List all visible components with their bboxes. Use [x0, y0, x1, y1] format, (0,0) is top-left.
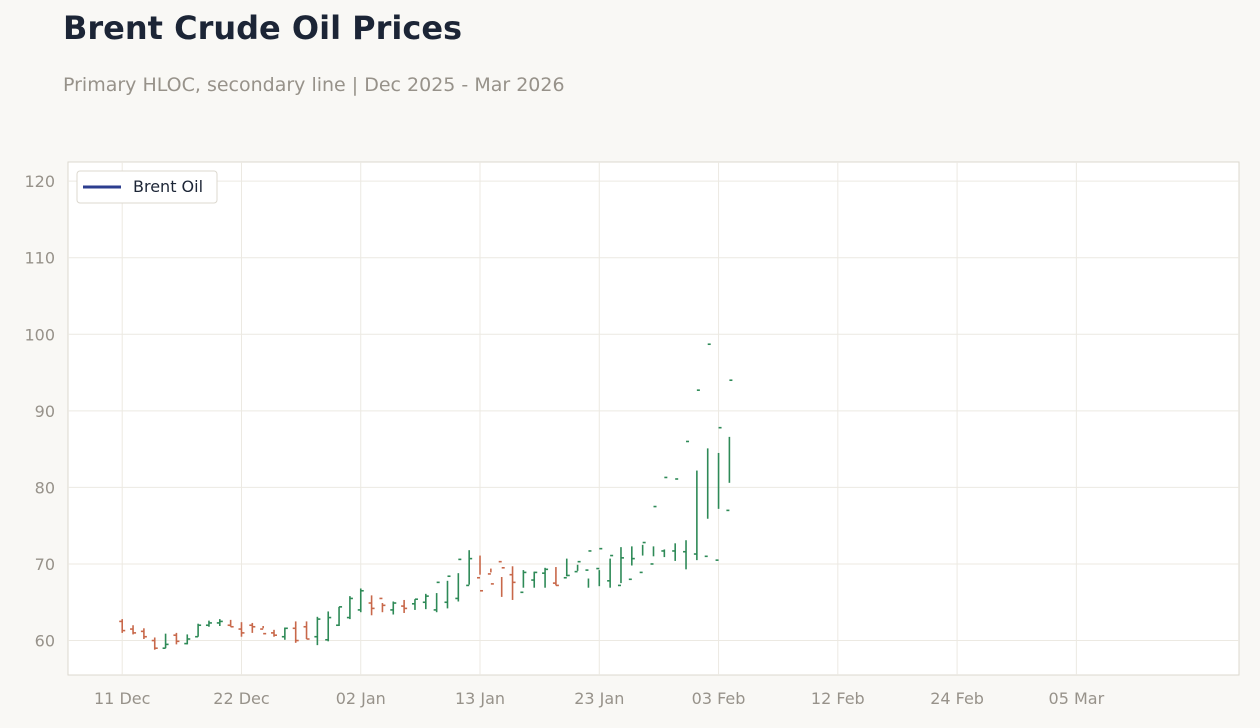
grid-lines [68, 162, 1239, 675]
ohlc-bar [672, 478, 679, 561]
ohlc-bar [151, 637, 158, 650]
x-tick-label: 05 Mar [1049, 689, 1105, 708]
plot-area [67, 161, 1240, 676]
x-tick-label: 22 Dec [213, 689, 269, 708]
ohlc-bar [227, 619, 234, 628]
legend-box [76, 170, 218, 204]
x-tick-label: 11 Dec [94, 689, 150, 708]
ohlc-bar [184, 634, 191, 645]
ohlc-bar [130, 625, 137, 635]
legend: Brent Oil [76, 170, 218, 204]
ohlc-bar [205, 620, 212, 627]
ohlc-bar [542, 567, 549, 588]
y-tick-label: 120 [24, 172, 55, 191]
ohlc-bar [693, 389, 700, 561]
x-axis: 11 Dec 22 Dec 02 Jan 13 Jan 23 Jan 03 Feb 12 F… [94, 689, 1105, 708]
ohlc-bar [195, 623, 202, 638]
ohlc-bar [661, 476, 668, 558]
ohlc-bar [390, 601, 397, 615]
ohlc-bar [628, 546, 635, 581]
ohlc-bar [422, 593, 429, 610]
ohlc-bar [368, 595, 375, 616]
ohlc-bar [552, 567, 559, 587]
y-tick-label: 100 [24, 325, 55, 344]
ohlc-bar [357, 588, 364, 613]
chart-subtitle: Primary HLOC, secondary line | Dec 2025 … [63, 74, 565, 96]
ohlc-bar [379, 597, 386, 613]
ohlc-bar [249, 622, 256, 633]
ohlc-bar [683, 440, 690, 570]
ohlc-bar [303, 621, 310, 640]
ohlc-bar [260, 625, 267, 635]
ohlc-bar [477, 555, 484, 592]
ohlc-bar [509, 566, 516, 600]
x-tick-label: 13 Jan [455, 689, 505, 708]
ohlc-bar [704, 343, 711, 558]
ohlc-bar [520, 570, 527, 594]
ohlc-bar [455, 558, 462, 602]
x-tick-label: 02 Jan [336, 689, 386, 708]
x-tick-label: 24 Feb [930, 689, 984, 708]
ohlc-bar [140, 628, 147, 640]
ohlc-bar [271, 629, 278, 637]
ohlc-bar [336, 606, 343, 627]
legend-label-brent-oil: Brent Oil [133, 177, 203, 196]
x-tick-label: 03 Feb [692, 689, 746, 708]
ohlc-bar [314, 616, 321, 646]
ohlc-bar [596, 547, 603, 587]
ohlc-bar [216, 619, 223, 626]
ohlc-bar [607, 554, 614, 588]
y-axis: 60 70 80 90 100 110 120 [24, 172, 55, 650]
ohlc-bar [487, 568, 494, 585]
chart-title: Brent Crude Oil Prices [63, 9, 463, 47]
ohlc-bar [531, 571, 538, 588]
ohlc-bar [617, 547, 624, 587]
ohlc-bar [346, 596, 353, 620]
ohlc-bar [498, 560, 505, 597]
ohlc-bar [281, 627, 288, 640]
y-tick-label: 80 [35, 478, 55, 497]
x-tick-label: 12 Feb [811, 689, 865, 708]
y-tick-label: 60 [35, 632, 55, 651]
ohlc-bar [325, 611, 332, 642]
ohlc-bar [238, 622, 245, 637]
ohlc-bar [715, 426, 722, 561]
ohlc-bar [401, 599, 408, 613]
ohlc-bar [585, 550, 592, 588]
ohlc-bar [162, 633, 169, 650]
y-tick-label: 110 [24, 249, 55, 268]
ohlc-bar [574, 560, 581, 573]
ohlc-bar [119, 619, 126, 633]
ohlc-bar [650, 505, 657, 565]
y-tick-label: 90 [35, 402, 55, 421]
ohlc-bar [726, 379, 733, 512]
x-tick-label: 23 Jan [574, 689, 624, 708]
y-tick-label: 70 [35, 555, 55, 574]
ohlc-bar [563, 558, 570, 579]
ohlc-bar [411, 598, 418, 610]
ohlc-bars [119, 343, 733, 650]
ohlc-bar [173, 632, 180, 645]
ohlc-bar [433, 581, 440, 613]
ohlc-bar [639, 541, 646, 574]
ohlc-bar [466, 550, 473, 587]
ohlc-bar [292, 621, 299, 643]
ohlc-bar [444, 575, 451, 609]
